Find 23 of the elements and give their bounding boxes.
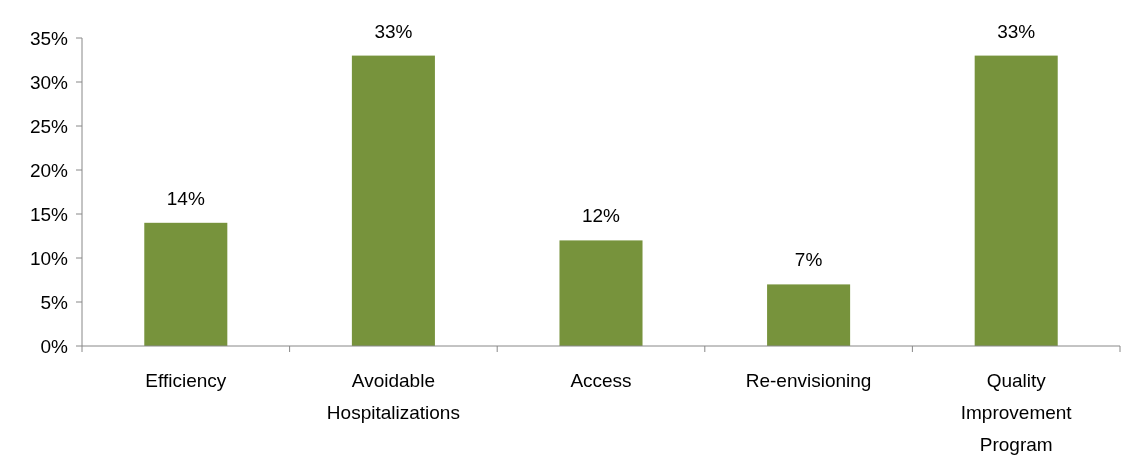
x-tick-label: Quality Improvement Program	[960, 370, 1073, 455]
y-tick-label: 15%	[29, 203, 69, 225]
y-tick-label: 0%	[40, 335, 69, 357]
y-tick-label: 20%	[29, 159, 69, 181]
data-label: 14%	[166, 187, 205, 209]
bar	[559, 240, 643, 346]
data-label: 33%	[374, 20, 413, 42]
data-label: 33%	[997, 20, 1036, 42]
bar	[351, 55, 435, 346]
data-label: 12%	[581, 205, 621, 227]
y-tick-label: 10%	[29, 247, 69, 269]
y-tick-label: 5%	[40, 291, 69, 313]
y-tick-label: 25%	[29, 115, 69, 137]
y-tick-label: 30%	[29, 71, 69, 93]
x-tick-label: Re-envisioning	[745, 370, 872, 391]
x-tick-label: Efficiency	[145, 370, 227, 391]
bar	[144, 222, 228, 346]
x-tick-label: Avoidable Hospitalizations	[326, 370, 460, 423]
y-tick-label: 35%	[29, 27, 69, 49]
x-tick-label: Access	[570, 370, 632, 391]
data-label: 7%	[794, 249, 823, 271]
bar	[767, 284, 851, 346]
bar	[974, 55, 1058, 346]
